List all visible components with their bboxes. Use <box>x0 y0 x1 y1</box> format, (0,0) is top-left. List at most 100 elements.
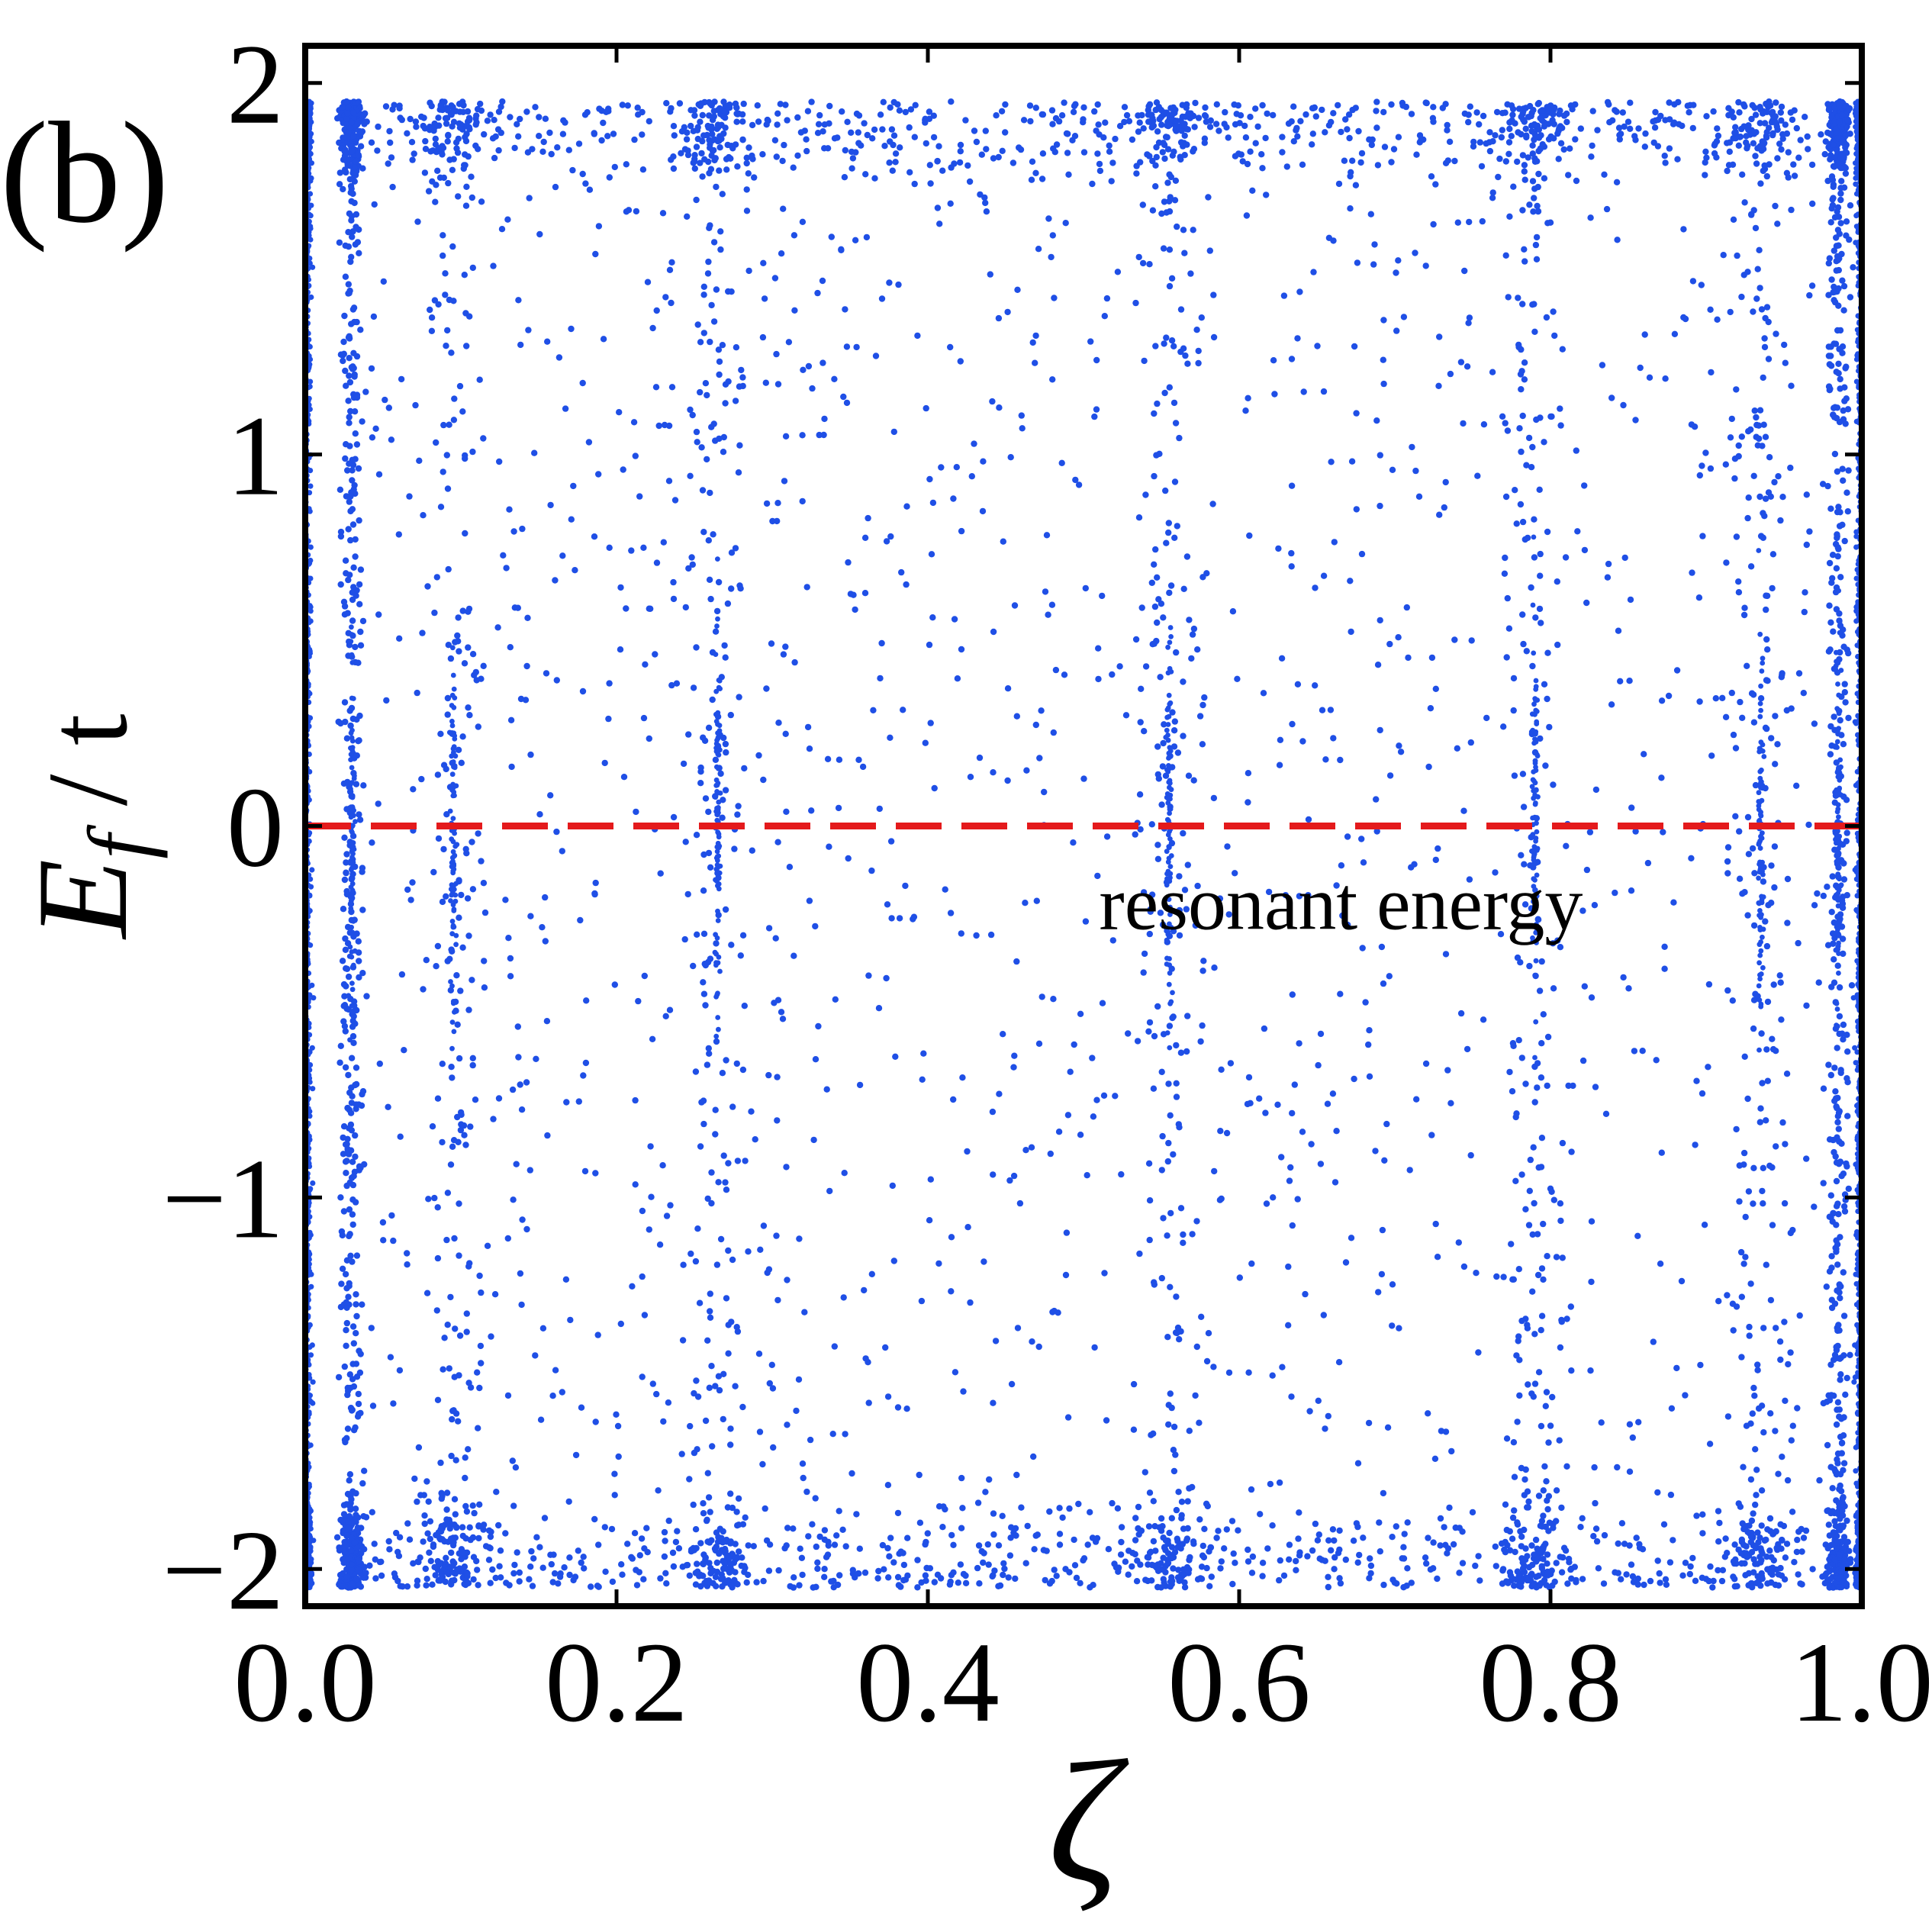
data-point <box>386 127 393 135</box>
data-point <box>642 661 649 668</box>
data-point <box>352 553 359 560</box>
data-point <box>478 1289 485 1296</box>
data-point <box>821 1527 829 1534</box>
data-point <box>1782 1141 1789 1148</box>
data-point <box>1121 104 1129 111</box>
data-point <box>369 1509 375 1516</box>
data-point <box>617 584 624 591</box>
data-point <box>1614 1463 1621 1471</box>
data-point <box>1305 816 1312 823</box>
data-point <box>1624 118 1632 125</box>
data-point <box>409 156 416 163</box>
data-point <box>1320 388 1328 395</box>
data-point <box>639 108 646 116</box>
data-point <box>348 730 354 736</box>
data-point <box>353 211 360 218</box>
data-point <box>1380 980 1387 987</box>
data-point <box>345 229 352 236</box>
data-point <box>1661 153 1668 159</box>
data-point <box>342 1438 349 1446</box>
data-point <box>957 148 964 155</box>
data-point <box>1103 1417 1110 1424</box>
data-point <box>1043 532 1051 539</box>
data-point <box>1259 1573 1266 1579</box>
data-point <box>849 1570 857 1577</box>
data-point <box>526 195 533 201</box>
data-point <box>1612 107 1618 114</box>
data-point <box>653 307 660 314</box>
data-point <box>1574 528 1581 535</box>
data-point <box>1661 965 1668 972</box>
data-point <box>900 1561 908 1569</box>
data-point <box>1707 465 1715 472</box>
data-point <box>605 715 612 723</box>
data-point <box>523 108 530 115</box>
data-point <box>420 1538 427 1545</box>
data-point <box>1080 1557 1087 1564</box>
data-point <box>1063 1229 1071 1236</box>
data-point <box>689 561 696 568</box>
data-point <box>1064 1112 1072 1119</box>
data-point <box>1568 1575 1575 1582</box>
data-point <box>1293 1567 1299 1573</box>
data-point <box>1260 690 1267 697</box>
data-point <box>611 163 618 171</box>
data-point <box>1671 330 1679 337</box>
data-point <box>366 1562 373 1569</box>
data-point <box>890 132 898 139</box>
data-point <box>803 147 810 155</box>
data-point <box>708 1169 715 1176</box>
data-point <box>307 893 313 899</box>
data-point <box>953 464 961 471</box>
data-point <box>346 1503 353 1510</box>
data-point <box>1785 1360 1792 1368</box>
data-point <box>1682 1560 1689 1567</box>
data-point <box>1779 1119 1786 1126</box>
data-point <box>1686 1570 1693 1578</box>
data-point <box>1483 714 1490 722</box>
data-point <box>601 759 608 767</box>
data-point <box>527 913 534 919</box>
data-point <box>582 1059 590 1067</box>
data-point <box>1010 1064 1017 1071</box>
data-point <box>720 130 727 137</box>
data-point <box>447 1161 455 1168</box>
data-point <box>439 151 446 158</box>
data-point <box>444 1190 452 1196</box>
data-point <box>1763 172 1770 180</box>
data-point <box>1430 1539 1437 1546</box>
data-point <box>1213 1534 1220 1541</box>
data-point <box>1606 119 1613 126</box>
data-point <box>396 105 403 112</box>
data-point <box>584 109 591 116</box>
data-point <box>382 103 390 110</box>
data-point <box>1067 1068 1074 1075</box>
data-point <box>448 1064 455 1071</box>
data-point <box>918 1297 926 1305</box>
data-point <box>512 1464 520 1471</box>
data-point <box>966 178 974 185</box>
data-point <box>603 108 610 115</box>
data-point <box>712 756 720 763</box>
data-point <box>340 338 347 346</box>
data-point <box>1013 958 1020 965</box>
data-point <box>338 1280 345 1287</box>
data-point <box>1148 821 1156 828</box>
data-point <box>1053 1573 1060 1579</box>
data-point <box>1035 1040 1043 1048</box>
data-point <box>879 126 886 133</box>
data-point <box>990 1510 997 1517</box>
data-point <box>1615 124 1623 131</box>
data-point <box>819 128 826 135</box>
data-point <box>923 1538 929 1546</box>
data-point <box>743 208 751 214</box>
data-point <box>1705 1064 1711 1071</box>
data-point <box>1416 132 1424 139</box>
data-point <box>791 952 797 959</box>
data-point <box>1446 1504 1453 1512</box>
data-point <box>1687 1563 1694 1570</box>
data-point <box>1262 1109 1269 1116</box>
data-point <box>831 135 839 142</box>
data-point <box>1058 459 1065 466</box>
data-point <box>462 1454 469 1461</box>
